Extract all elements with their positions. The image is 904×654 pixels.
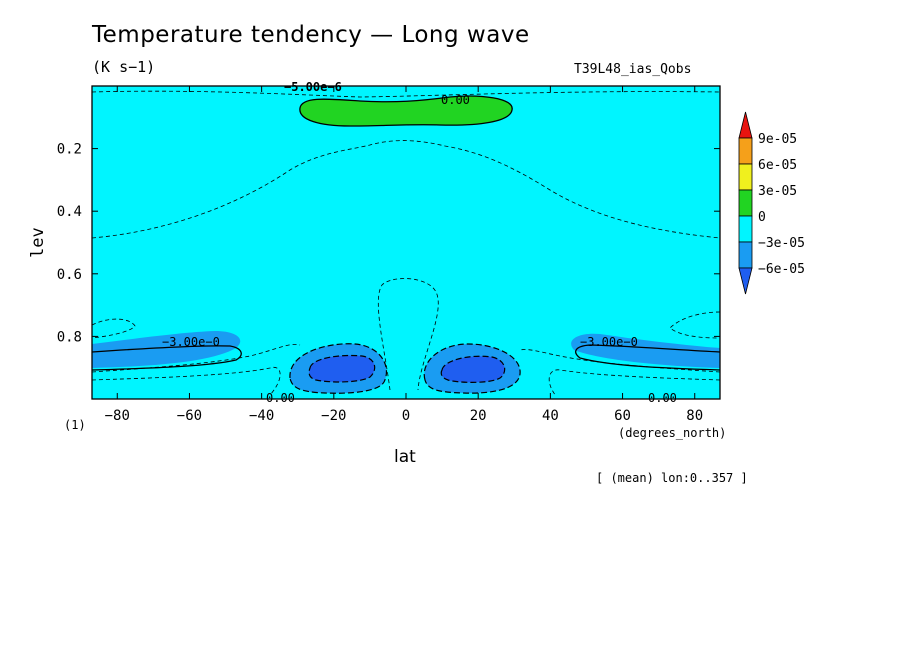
contour-labels: −5.00e−6 0.00 −3.00e−0 −3.00e−0 0.00 0.0… [162,80,677,405]
colorbar: 9e-05 6e-05 3e-05 0 −3e-05 −6e-05 [738,111,805,295]
contour-line-left-zero [91,345,242,371]
x-tick-label: 60 [614,408,631,424]
colorbar-segment [738,215,753,243]
x-axis-label: lat [394,447,416,467]
colorbar-label: 3e-05 [758,184,797,199]
contour-line-right-bottom [548,369,721,397]
footnote: [ (mean) lon:0..357 ] [596,471,748,485]
x-tick-label: −40 [249,408,274,424]
colorbar-label: 9e-05 [758,132,797,147]
contour-label-green: 0.00 [441,93,470,107]
x-tick-label: 0 [402,408,410,424]
x-tick-label: −60 [177,408,202,424]
y-axis-extra-label: (1) [64,418,86,432]
region-lower-left [92,331,241,368]
colorbar-label: −6e-05 [758,262,805,277]
colorbar-label: −3e-05 [758,236,805,251]
run-label: T39L48_ias_Qobs [574,62,692,77]
region-upper-positive [299,95,513,127]
colorbar-segment [738,189,753,217]
x-tick-label: 20 [470,408,487,424]
contour-label-top: −5.00e−6 [284,80,342,94]
contour-lines-solid [91,344,721,371]
x-tick-label: 40 [542,408,559,424]
colorbar-arrow-top [738,111,753,139]
chart-title: Temperature tendency — Long wave [92,22,530,48]
colorbar-segment [738,137,753,165]
y-tick-label: 0.6 [57,267,82,283]
contour-line-right-upper [669,311,721,339]
colorbar-segment [738,241,753,269]
contour-label-bottom-right: 0.00 [648,391,677,405]
region-lower-right [571,333,720,368]
colorbar-label: 0 [758,210,766,225]
colorbar-label: 6e-05 [758,158,797,173]
x-axis: −80 −60 −40 −20 0 20 40 60 80 [105,86,703,424]
contour-line-left-upper [91,318,136,339]
colorbar-segment [738,163,753,191]
x-tick-label: 80 [686,408,703,424]
contour-label-right: −3.00e−0 [580,335,638,349]
contour-label-left: −3.00e−0 [162,335,220,349]
contour-line-top [91,90,721,98]
y-tick-label: 0.4 [57,204,82,220]
x-tick-label: −20 [321,408,346,424]
region-lower-central-left-min [308,354,376,383]
y-tick-label: 0.2 [57,142,82,158]
x-axis-units: (degrees_north) [618,426,727,440]
colorbar-arrow-bottom [738,267,753,295]
chart-units: (K s−1) [92,58,156,76]
contour-line-right-lower [519,349,721,373]
contour-line-left-bottom [91,366,281,396]
contour-line-central-bulb [377,278,439,391]
contour-line-right-zero [575,344,721,371]
x-tick-label: −80 [105,408,130,424]
region-lower-central-right-min [440,355,506,383]
y-tick-label: 0.8 [57,329,82,345]
contour-label-bottom-left: 0.00 [266,391,295,405]
y-axis: 0.2 0.4 0.6 0.8 [57,142,720,345]
contour-line-dome [91,140,721,239]
